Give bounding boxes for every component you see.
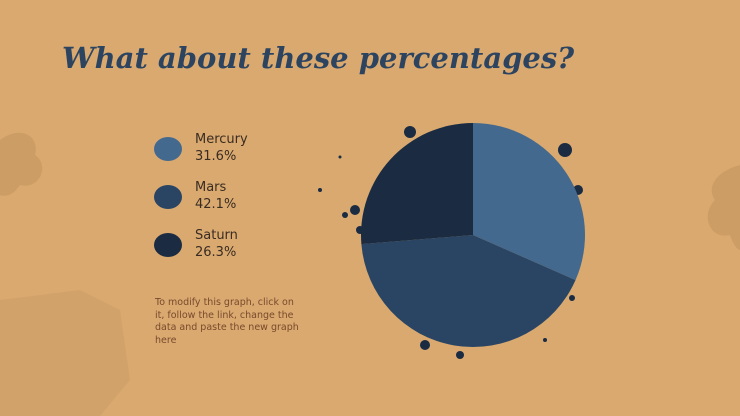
- legend-label: Mercury: [195, 132, 248, 147]
- chart-title: What about these percentages?: [62, 41, 575, 75]
- legend-label: Mars: [195, 180, 227, 195]
- legend-label: Saturn: [195, 228, 238, 243]
- legend-swatch: [154, 233, 182, 257]
- splat: [342, 212, 348, 218]
- splat: [350, 205, 360, 215]
- splat: [318, 188, 322, 192]
- stain: [707, 165, 740, 250]
- splat: [404, 126, 416, 138]
- stain: [0, 132, 43, 196]
- splat: [338, 155, 342, 159]
- legend-value: 42.1%: [195, 197, 236, 212]
- splat: [420, 340, 430, 350]
- books-sketch: [0, 290, 130, 416]
- decoration: [0, 132, 740, 416]
- legend-value: 26.3%: [195, 245, 236, 260]
- legend-value: 31.6%: [195, 149, 236, 164]
- legend-swatch: [154, 185, 182, 209]
- legend: Mercury 31.6% Mars 42.1% Saturn 26.3%: [154, 132, 248, 260]
- pie-slice: [473, 123, 585, 281]
- legend-swatch: [154, 137, 182, 161]
- splat: [456, 351, 464, 359]
- pie-slice: [361, 235, 576, 348]
- splat: [569, 295, 575, 301]
- splat: [558, 143, 572, 157]
- pie: [361, 123, 585, 348]
- splatter: [318, 126, 583, 359]
- splat: [543, 338, 547, 342]
- pie-slice: [361, 123, 473, 245]
- annotation: To modify this graph, click on it, follo…: [155, 297, 299, 346]
